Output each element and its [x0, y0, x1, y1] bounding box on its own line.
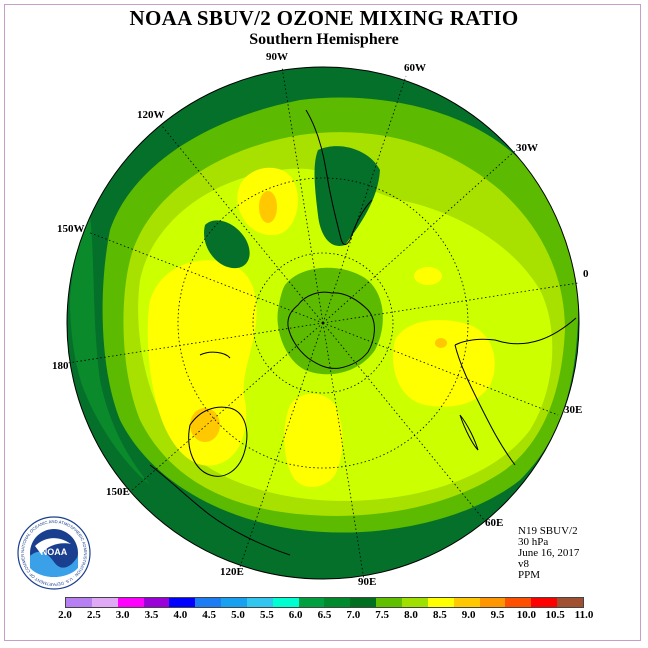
meridian-90e	[322, 322, 365, 581]
logo-text: NOAA	[41, 547, 68, 557]
colorbar-swatch	[324, 598, 351, 607]
colorbar-swatch	[531, 598, 558, 607]
lon-label-30w: 30W	[516, 142, 538, 154]
colorbar-swatch	[66, 598, 92, 607]
info-satellite: N19 SBUV/2	[518, 525, 578, 537]
contour-band-9-5c	[435, 338, 447, 348]
colorbar-tick-label: 5.0	[231, 609, 245, 621]
info-block: N19 SBUV/2 30 hPa June 16, 2017 v8 PPM	[518, 526, 579, 581]
lon-label-150w: 150W	[57, 223, 85, 235]
colorbar-swatch	[246, 598, 273, 607]
colorbar-tick-label: 6.0	[288, 609, 303, 621]
colorbar-swatch	[557, 598, 583, 607]
lon-label-120w: 120W	[137, 109, 165, 121]
colorbar-tick-label: 7.5	[375, 609, 390, 621]
colorbar-swatch	[350, 598, 377, 607]
contour-band-9-5b	[190, 408, 220, 442]
figure-frame	[4, 4, 641, 641]
chart-subtitle: Southern Hemisphere	[249, 31, 399, 48]
coast-madagascar	[459, 414, 479, 451]
colorbar-tick-label: 4.0	[173, 609, 188, 621]
colorbar-tick-label: 8.5	[432, 609, 447, 621]
coast-antarctica	[287, 291, 375, 369]
colorbar-swatch	[272, 598, 299, 607]
colorbar-tick-label: 2.0	[58, 609, 72, 621]
colorbar-swatch	[195, 598, 222, 607]
colorbar-swatch	[169, 598, 196, 607]
colorbar-swatch	[453, 598, 480, 607]
colorbar-tick-label: 3.5	[144, 609, 159, 621]
colorbar-swatch	[401, 598, 428, 607]
lon-label-0: 0	[583, 268, 589, 280]
colorbar-swatch	[376, 598, 402, 607]
contour-band-7-0c	[314, 146, 380, 246]
coast-new-zealand	[199, 351, 231, 359]
colorbar-tick-label: 9.5	[490, 609, 505, 621]
colorbar-swatch	[143, 598, 170, 607]
colorbar-swatch	[117, 598, 144, 607]
contour-band-9-0b	[284, 393, 343, 488]
colorbar-ticks: 2.0 2.5 3.0 3.5 4.0 4.5 5.0 5.5 6.0 6.5 7.0 7.5 8.0 8…	[48, 609, 602, 623]
coast-australia	[188, 406, 248, 477]
lon-label-180: 180	[52, 360, 69, 372]
info-level: 30 hPa	[518, 536, 549, 548]
map-boundary	[66, 66, 580, 580]
colorbar-tick-label: 10.0	[516, 609, 536, 621]
contour-band-7-5b	[277, 267, 383, 375]
meridian-120e	[239, 322, 324, 568]
chart-title: NOAA SBUV/2 OZONE MIXING RATIO	[129, 6, 519, 30]
meridian-180	[67, 322, 324, 364]
coast-africa	[454, 317, 577, 346]
colorbar-tick-label: 6.5	[317, 609, 332, 621]
lon-label-60e: 60E	[485, 517, 504, 529]
info-date: June 16, 2017	[518, 547, 580, 559]
colorbar-tick-label: 3.0	[115, 609, 130, 621]
contour-band-9-0e	[414, 267, 442, 285]
colorbar-swatch	[221, 598, 247, 607]
meridian-120w	[161, 125, 324, 324]
lon-label-120e: 120E	[220, 566, 244, 578]
colorbar-swatch	[298, 598, 325, 607]
colorbar-tick-label: 5.5	[259, 609, 274, 621]
colorbar-tick-label: 11.0	[574, 609, 594, 621]
contour-band-6-5	[70, 215, 150, 485]
lon-label-150e: 150E	[106, 486, 130, 498]
colorbar-tick-label: 4.5	[202, 609, 217, 621]
meridian-60w	[322, 75, 407, 324]
colorbar-tick-label: 7.0	[346, 609, 361, 621]
colorbar-tick-label: 8.0	[404, 609, 418, 621]
contour-band-9-5	[259, 191, 277, 223]
coast-south-america	[305, 109, 373, 246]
contour-band-7-0b	[204, 220, 250, 269]
colorbar-tick-label: 10.5	[545, 609, 565, 621]
contour-band-9-0c	[393, 320, 495, 407]
colorbar-swatch	[427, 598, 454, 607]
colorbar-swatch	[479, 598, 506, 607]
lon-label-60w: 60W	[404, 62, 426, 74]
colorbar	[65, 597, 584, 608]
coast-indonesia	[149, 464, 291, 556]
info-version: v8	[518, 558, 529, 570]
meridian-90w	[281, 66, 324, 324]
info-units: PPM	[518, 569, 541, 581]
colorbar-swatch	[91, 598, 118, 607]
lon-label-90w: 90W	[266, 51, 288, 63]
latitude-circle-80	[252, 252, 394, 394]
meridian-60e	[322, 322, 485, 521]
lon-label-30e: 30E	[564, 404, 583, 416]
contour-band-9-0	[147, 260, 257, 466]
lon-label-90e: 90E	[358, 576, 377, 588]
colorbar-tick-label: 2.5	[86, 609, 101, 621]
noaa-logo: NOAA NATIONAL OCEANIC AND ATMOSPHERIC AD…	[17, 516, 91, 590]
colorbar-swatch	[505, 598, 532, 607]
meridian-0	[322, 282, 579, 324]
coast-africa-2	[454, 344, 516, 466]
meridian-150e	[129, 322, 324, 493]
colorbar-tick-label: 9.0	[461, 609, 476, 621]
latitude-circle-60	[177, 177, 469, 469]
